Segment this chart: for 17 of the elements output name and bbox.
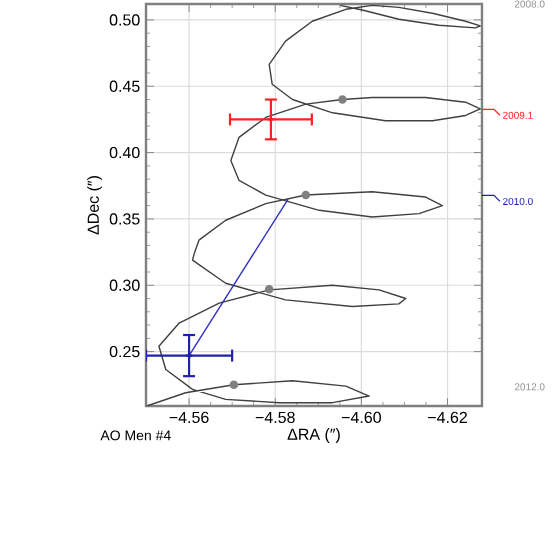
x-axis-title: ΔRA (″) bbox=[287, 428, 340, 444]
x-tick-label: −4.56 bbox=[169, 411, 209, 424]
y-tick-label: 0.35 bbox=[109, 213, 140, 225]
x-tick-label: −4.58 bbox=[255, 411, 295, 424]
line-series bbox=[146, 4, 481, 406]
y-tick-label: 0.25 bbox=[109, 345, 140, 358]
y-axis-title: ΔDec (″) bbox=[87, 176, 103, 235]
x-tick-label: −4.62 bbox=[428, 411, 467, 424]
x-tick-label: −4.60 bbox=[341, 411, 381, 424]
point bbox=[301, 190, 311, 200]
point bbox=[264, 284, 274, 294]
y-tick-label: 0.50 bbox=[109, 14, 140, 26]
point bbox=[338, 95, 347, 104]
y-tick-label: 0.40 bbox=[109, 146, 140, 159]
y-tick-label: 0.45 bbox=[109, 80, 140, 92]
y-tick-label: 0.30 bbox=[109, 279, 140, 291]
point bbox=[229, 380, 239, 390]
